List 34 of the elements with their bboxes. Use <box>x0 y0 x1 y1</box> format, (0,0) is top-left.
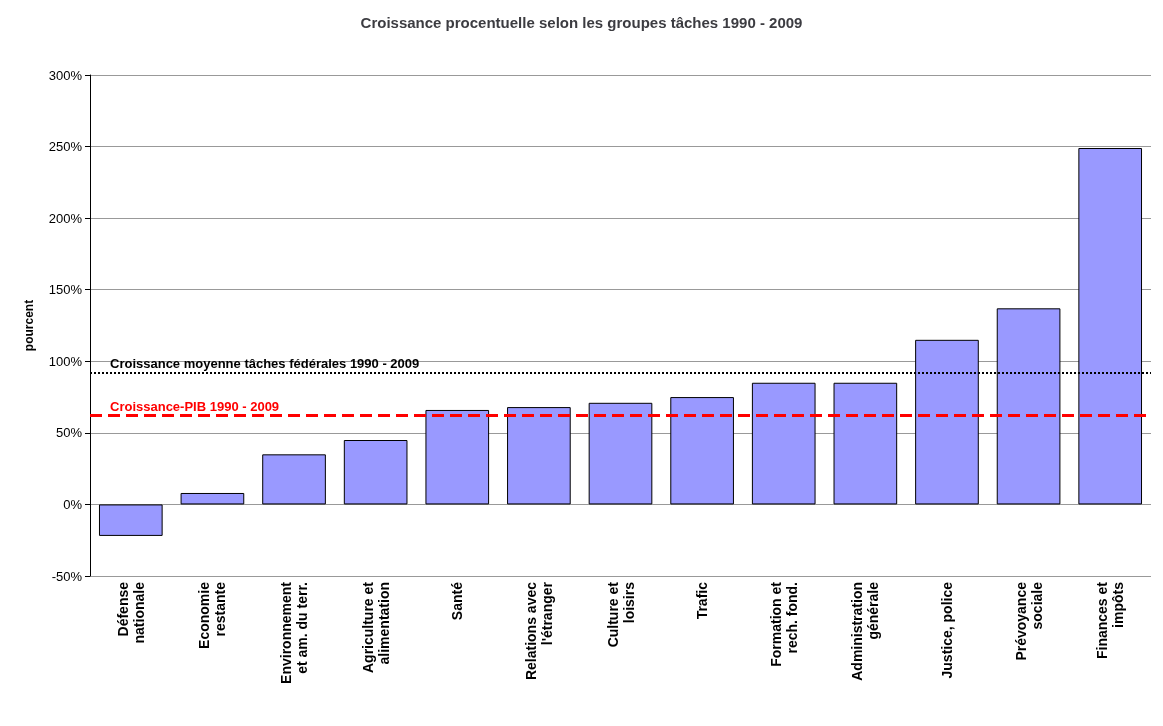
ref-line-label: Croissance-PIB 1990 - 2009 <box>110 398 280 414</box>
y-axis-title: pourcent <box>22 299 36 352</box>
y-tick-label: 150% <box>48 282 83 298</box>
y-tick-label: -50% <box>51 568 83 584</box>
y-tick-label: 250% <box>48 139 83 155</box>
x-tick-label: Trafic <box>694 581 711 620</box>
bar <box>98 504 163 536</box>
y-tick-label: 300% <box>48 67 83 83</box>
bar <box>262 454 326 505</box>
bar <box>588 402 653 505</box>
x-tick-label: Justice, police <box>938 581 955 679</box>
bar <box>180 492 245 505</box>
x-tick-label: Culture et loisirs <box>604 581 637 648</box>
x-tick-label: Administration générale <box>849 581 882 681</box>
x-tick-label: Formation et rech. fond. <box>767 581 800 667</box>
bar <box>751 382 816 505</box>
x-tick-label: Défense nationale <box>114 581 147 644</box>
y-tick-label: 50% <box>55 425 83 441</box>
x-tick-label: Economie restante <box>196 581 229 649</box>
y-tick-label: 200% <box>48 210 83 226</box>
x-tick-label: Relations avec l'étranger <box>522 581 555 681</box>
x-tick-label: Santé <box>449 581 466 621</box>
bar <box>833 382 898 505</box>
chart-title: Croissance procentuelle selon les groupes tâches 1990 - 2009 <box>360 14 803 31</box>
bar <box>507 407 571 505</box>
bar <box>425 409 490 505</box>
y-tick-label: 0% <box>63 496 83 512</box>
bar <box>670 397 734 505</box>
x-tick-label: Prévoyance sociale <box>1012 581 1045 661</box>
x-tick-label: Environnement et am. du terr. <box>278 581 311 684</box>
x-tick-label: Finances et impôts <box>1094 581 1127 660</box>
bar <box>343 440 408 505</box>
ref-line-label: Croissance moyenne tâches fédérales 1990 - 2009 <box>110 355 420 371</box>
y-tick-label: 100% <box>48 353 83 369</box>
